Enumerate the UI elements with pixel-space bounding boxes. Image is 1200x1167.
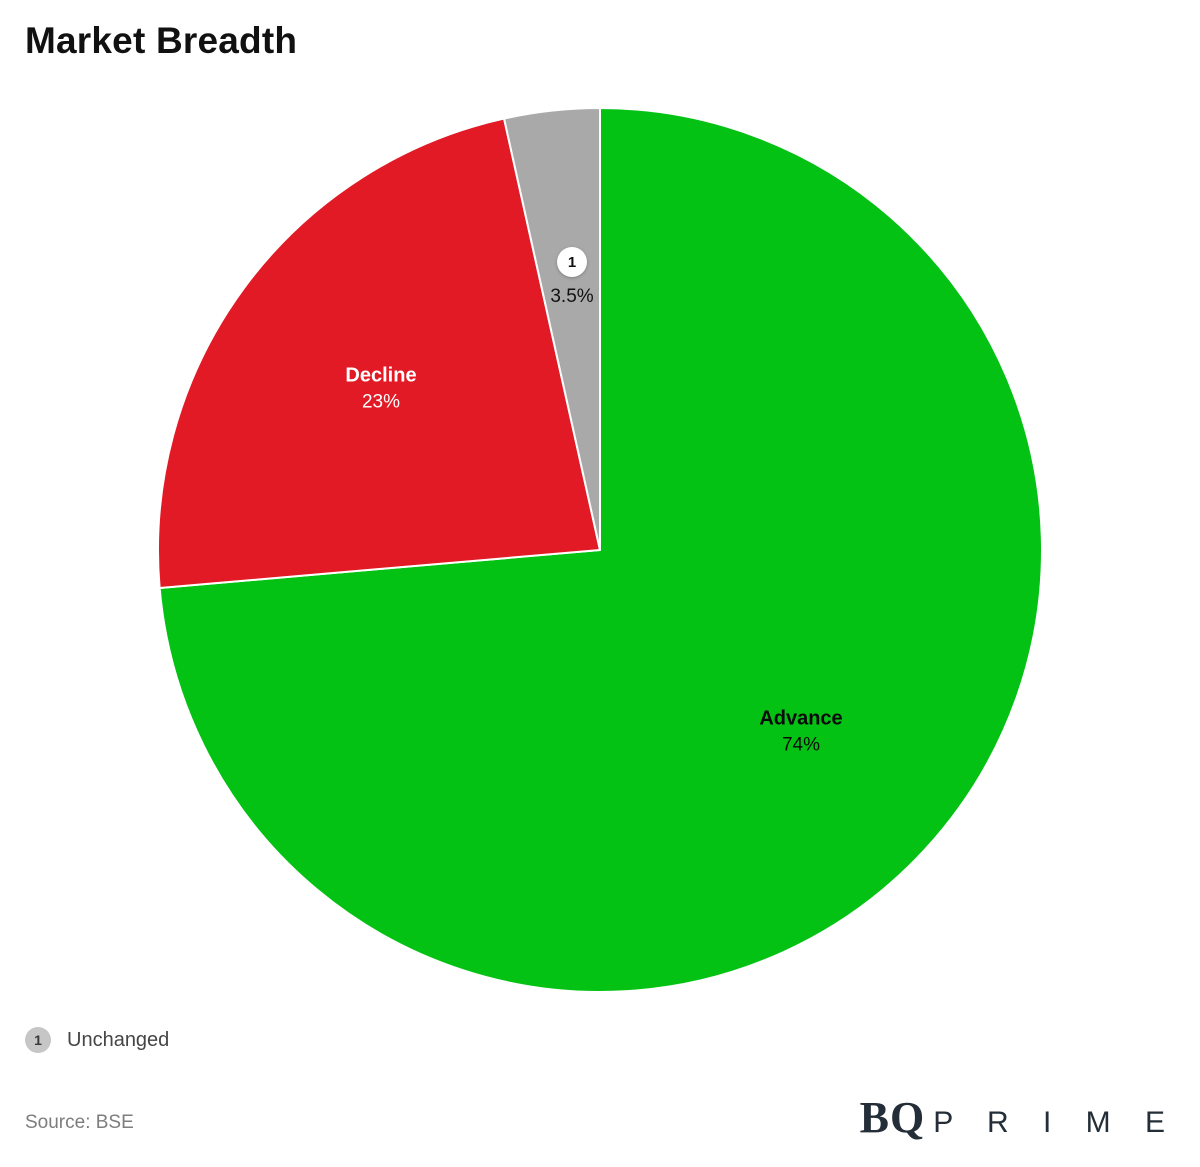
pie-slice-decline <box>157 117 601 589</box>
source-text: Source: BSE <box>25 1112 134 1133</box>
page-title: Market Breadth <box>25 20 298 61</box>
unchanged-callout-pct: 3.5% <box>550 286 594 307</box>
unchanged-callout-badge: 1 <box>557 247 587 277</box>
legend-label-unchanged: Unchanged <box>67 1028 170 1051</box>
brand-logo: BQ P R I M E <box>860 1092 1178 1143</box>
brand-bq-mark: BQ <box>859 1093 926 1142</box>
legend: 1 Unchanged <box>25 1027 169 1053</box>
legend-marker-unchanged: 1 <box>25 1027 51 1053</box>
brand-prime-mark: P R I M E <box>933 1106 1178 1139</box>
pie-slice-unchanged <box>503 107 601 551</box>
pie-chart <box>157 107 1043 993</box>
